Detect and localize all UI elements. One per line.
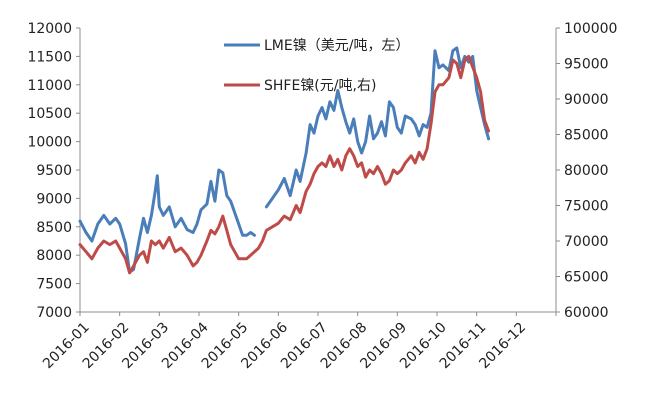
y-left-tick-label: 9500 bbox=[36, 163, 72, 179]
y-left-tick-label: 8500 bbox=[36, 220, 72, 236]
series-lme-line-segment-0 bbox=[78, 168, 256, 274]
y-left-tick-label: 10000 bbox=[27, 135, 72, 151]
y-left-tick-label: 9000 bbox=[36, 191, 72, 207]
y-left-tick-label: 7000 bbox=[36, 305, 72, 321]
series-lme-line-segment-1 bbox=[264, 46, 491, 209]
series-shfe-line-segment-0 bbox=[78, 54, 491, 275]
legend: LME镍（美元/吨，左） SHFE镍(元/吨,右) bbox=[224, 38, 409, 94]
y-right-tick-label: 100000 bbox=[564, 21, 617, 37]
y-right-tick-label: 80000 bbox=[564, 163, 609, 179]
y-left-tick-label: 7500 bbox=[36, 277, 72, 293]
y-right-tick-label: 70000 bbox=[564, 234, 609, 250]
legend-label-shfe: SHFE镍(元/吨,右) bbox=[264, 78, 376, 94]
y-left-tick-label: 11500 bbox=[27, 49, 72, 65]
y-left-tick-label: 8000 bbox=[36, 248, 72, 264]
y-right-tick-label: 60000 bbox=[564, 305, 609, 321]
y-right-tick-label: 90000 bbox=[564, 92, 609, 108]
y-left-tick-label: 12000 bbox=[27, 21, 72, 37]
series-layer bbox=[78, 46, 491, 275]
legend-label-lme: LME镍（美元/吨，左） bbox=[264, 38, 409, 54]
y-right-tick-label: 85000 bbox=[564, 128, 609, 144]
axes: 7000 7500 8000 8500 9000 9500 10000 10500 11000 1… bbox=[27, 21, 617, 372]
y-right-tick-label: 65000 bbox=[564, 270, 609, 286]
y-left-tick-label: 10500 bbox=[27, 106, 72, 122]
y-left-tick-label: 11000 bbox=[27, 78, 72, 94]
y-right-tick-label: 95000 bbox=[564, 57, 609, 73]
y-right-tick-label: 75000 bbox=[564, 199, 609, 215]
